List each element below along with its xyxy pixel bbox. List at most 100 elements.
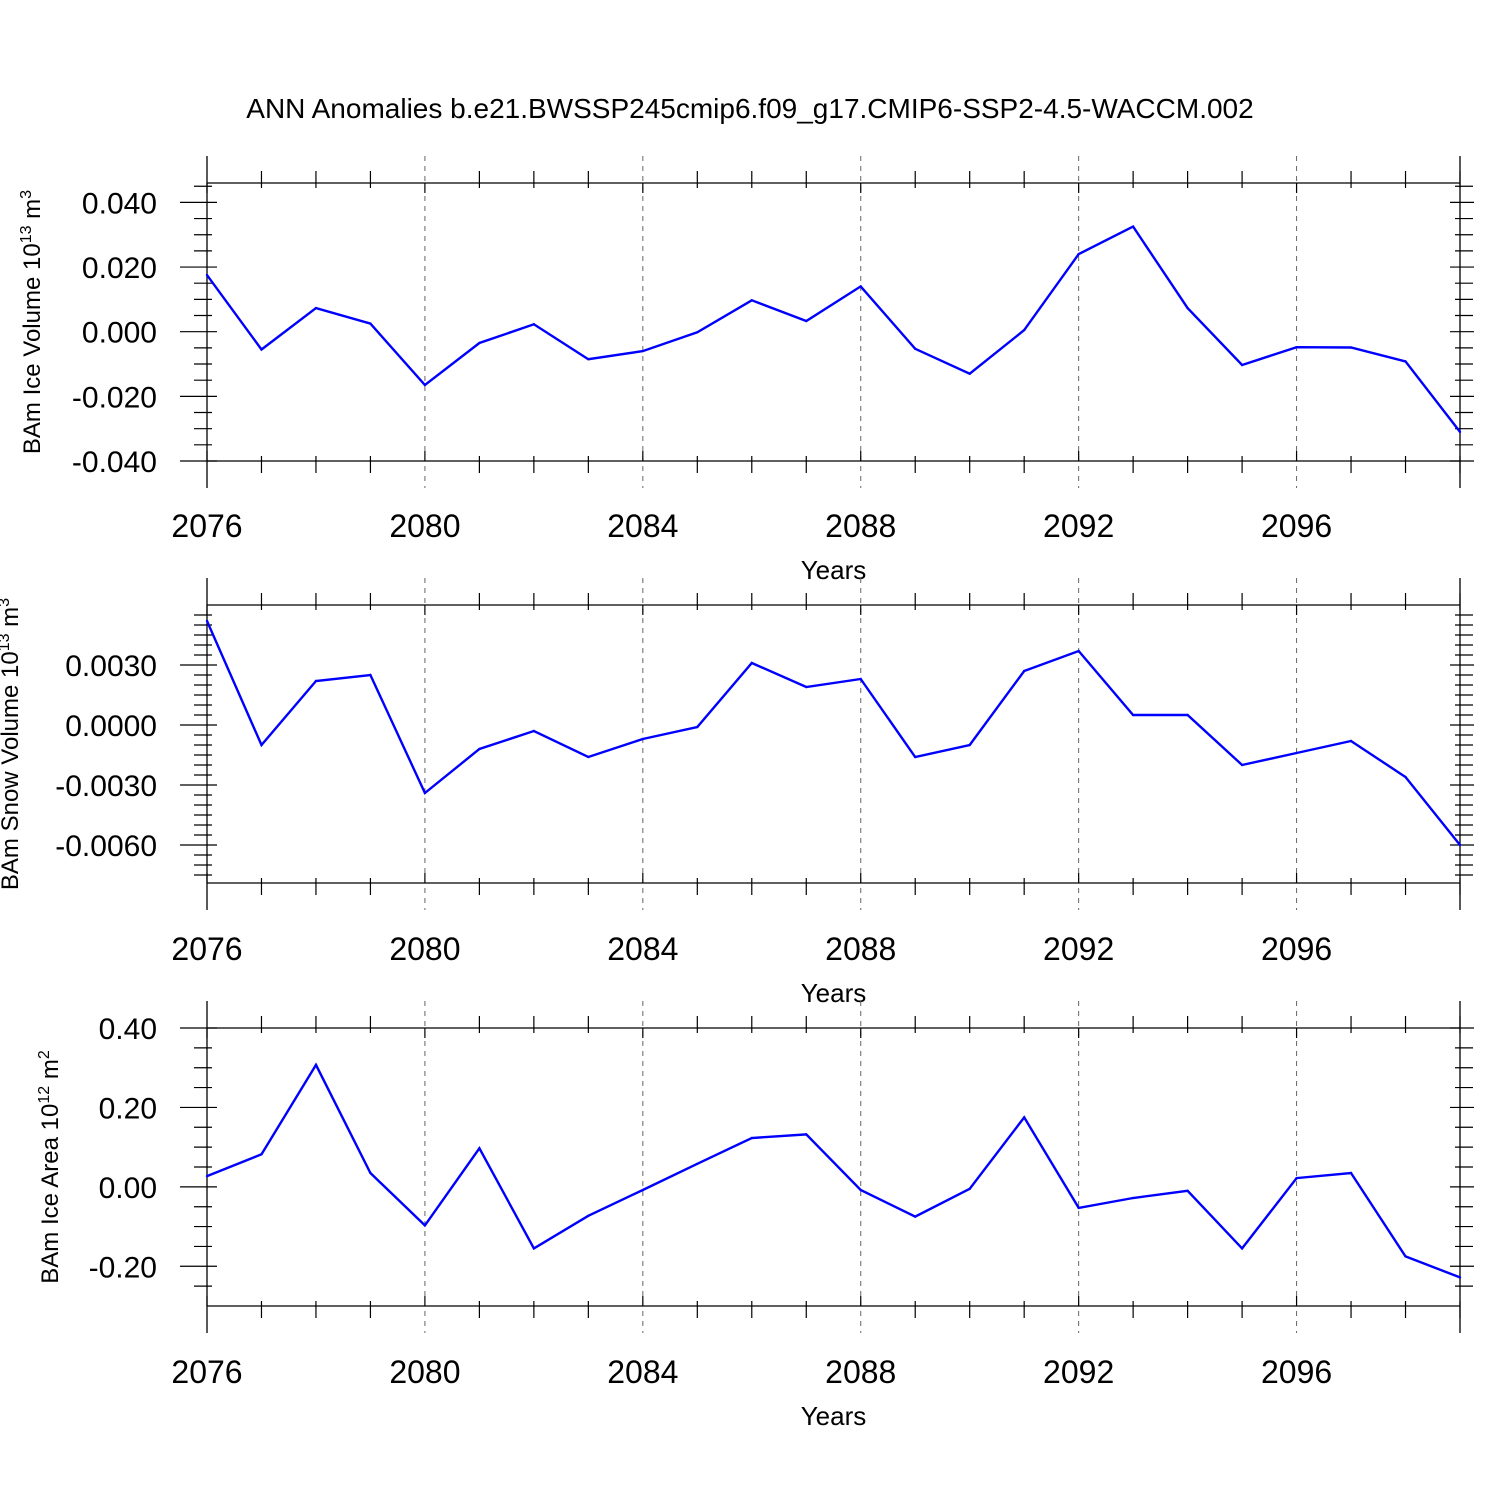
x-tick-label: 2084: [607, 508, 678, 544]
x-tick-label: 2080: [389, 508, 460, 544]
chart-panel-1: 0.040 0.020 0.000 -0.020 -0.040 2076 2080 2084 2…: [18, 156, 1474, 585]
data-point: [532, 729, 536, 733]
data-point: [1240, 1247, 1244, 1250]
y-axis-label-text: BAm Ice Volume 10: [19, 243, 46, 454]
y-axis-label-text: BAm Snow Volume 10: [0, 651, 24, 890]
y-axis-label-text: BAm Ice Area 10: [37, 1104, 64, 1284]
data-point: [478, 747, 481, 751]
data-point: [205, 619, 209, 623]
y-axis-label-unit-exponent: 2: [36, 1050, 53, 1059]
data-point: [750, 661, 753, 665]
data-point: [805, 1133, 808, 1136]
y-axis-label-exponent: 13: [0, 633, 13, 651]
data-point: [1295, 346, 1298, 349]
y-tick-label: -0.020: [72, 381, 157, 414]
data-point: [696, 331, 699, 334]
data-point: [859, 677, 862, 681]
x-tick-label: 2096: [1261, 931, 1332, 967]
x-axis-label: Years: [801, 1401, 867, 1431]
y-tick-label: -0.0060: [55, 830, 157, 863]
chart-title: ANN Anomalies b.e21.BWSSP245cmip6.f09_g1…: [246, 93, 1253, 124]
data-point: [641, 1188, 645, 1192]
x-axis-label: Years: [801, 978, 867, 1008]
y-axis-label-exponent: 12: [36, 1086, 53, 1104]
data-point: [423, 1224, 427, 1227]
data-point: [478, 341, 481, 345]
data-point: [696, 1162, 699, 1166]
data-point: [260, 1153, 263, 1156]
data-point: [587, 755, 590, 759]
y-tick-label: 0.0030: [65, 650, 157, 683]
x-tick-label: 2076: [171, 931, 242, 967]
data-point: [914, 755, 917, 759]
series-line: [206, 1062, 1461, 1279]
data-point: [1240, 763, 1244, 767]
data-point: [260, 348, 263, 351]
data-point: [369, 322, 372, 325]
data-point: [532, 323, 536, 326]
data-point: [968, 1187, 971, 1191]
data-point: [1295, 751, 1298, 755]
data-point: [423, 383, 427, 387]
x-tick-label: 2092: [1043, 1354, 1114, 1390]
data-point: [1186, 1189, 1189, 1193]
data-point: [1349, 1171, 1353, 1175]
data-point: [750, 299, 753, 302]
series-line: [206, 225, 1461, 433]
panels: 0.040 0.020 0.000 -0.020 -0.040 2076 2080 2084 2…: [0, 156, 1474, 1431]
data-point: [1404, 360, 1407, 363]
y-tick-label: 0.00: [99, 1172, 157, 1205]
x-tick-label: 2080: [389, 1354, 460, 1390]
y-tick-label: 0.20: [99, 1092, 157, 1125]
x-tick-label: 2092: [1043, 931, 1114, 967]
data-point: [1295, 1176, 1298, 1180]
data-point: [1077, 649, 1080, 653]
data-point: [641, 737, 645, 741]
y-tick-label: 0.40: [99, 1013, 157, 1046]
data-point: [1404, 1255, 1407, 1258]
chart-panel-2: 0.0030 0.0000 -0.0030 -0.0060 2076 2080 2084 20…: [0, 578, 1474, 1008]
data-point: [805, 319, 808, 323]
data-point: [369, 1171, 372, 1175]
data-point: [968, 743, 971, 747]
x-tick-label: 2096: [1261, 1354, 1332, 1390]
x-tick-label: 2080: [389, 931, 460, 967]
data-point: [968, 372, 971, 375]
x-tick-label: 2088: [825, 508, 896, 544]
data-point: [1186, 306, 1189, 310]
y-axis-label-exponent: 13: [18, 225, 35, 243]
data-point: [1131, 713, 1135, 717]
data-point: [859, 1188, 862, 1192]
data-point: [1022, 669, 1026, 673]
data-point: [314, 1063, 318, 1067]
data-point: [587, 357, 590, 361]
data-point: [914, 1215, 917, 1218]
y-tick-label: 0.040: [82, 187, 157, 220]
data-point: [1349, 739, 1353, 743]
x-axis-label: Years: [801, 555, 867, 585]
x-tick-label: 2096: [1261, 508, 1332, 544]
data-point: [1458, 1276, 1462, 1279]
y-axis-label: BAm Snow Volume 1013 m3: [0, 598, 24, 890]
y-tick-label: -0.20: [89, 1251, 157, 1284]
x-tick-label: 2088: [825, 931, 896, 967]
y-axis-label: BAm Ice Volume 1013 m3: [18, 190, 46, 454]
data-point: [314, 679, 318, 683]
data-point: [423, 791, 427, 795]
data-point: [696, 725, 699, 729]
y-axis-label-unit: m: [37, 1059, 64, 1086]
data-point: [205, 273, 209, 277]
x-tick-label: 2084: [607, 931, 678, 967]
data-point: [805, 685, 808, 689]
x-tick-label: 2076: [171, 1354, 242, 1390]
y-axis-label-unit: m: [19, 199, 46, 226]
data-point: [1077, 1206, 1080, 1210]
data-point: [1131, 225, 1135, 228]
y-axis-label: BAm Ice Area 1012 m2: [36, 1050, 64, 1284]
y-tick-label: 0.020: [82, 252, 157, 285]
data-point: [1022, 1116, 1026, 1119]
y-tick-label: 0.000: [82, 317, 157, 350]
data-point: [914, 347, 917, 351]
data-point: [1131, 1196, 1135, 1200]
